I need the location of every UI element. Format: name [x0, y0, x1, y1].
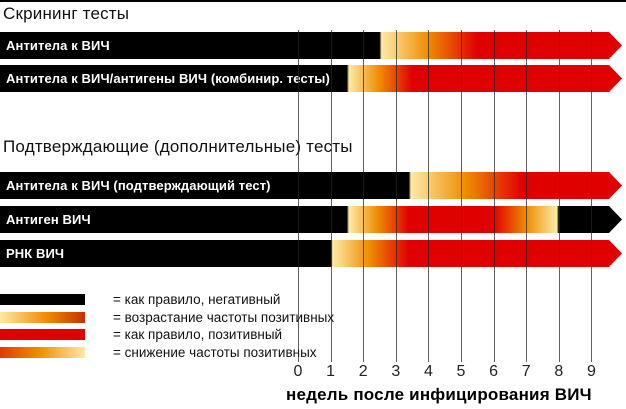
- x-axis-title: недель после инфицирования ВИЧ: [286, 385, 592, 404]
- bar-label: РНК ВИЧ: [6, 246, 65, 261]
- legend-row-positive: = как правило, позитивный: [0, 327, 290, 345]
- x-tick-label: 2: [358, 363, 368, 380]
- group-title-screening: Скрининг тесты: [3, 4, 130, 23]
- legend-swatch-declining: [0, 346, 85, 358]
- legend-label: = как правило, негативный: [113, 292, 281, 307]
- legend-label: = снижение частоты позитивных: [113, 344, 317, 360]
- top-border-line: [0, 0, 626, 2]
- gridline-week-6: [493, 30, 495, 362]
- bar-hiv-antibody-confirmatory: Антитела к ВИЧ (подтверждающий тест): [0, 172, 622, 199]
- bar-hiv-rna: РНК ВИЧ: [0, 240, 622, 267]
- gridline-week-4: [428, 30, 430, 362]
- x-tick-label: 4: [423, 363, 433, 380]
- x-tick-label: 9: [586, 363, 596, 380]
- bar-hiv-antibody-screening: Антитела к ВИЧ: [0, 32, 622, 59]
- gridline-week-1: [330, 30, 332, 362]
- bar-label: Антитела к ВИЧ/антигены ВИЧ (комбинир. т…: [6, 71, 330, 86]
- legend-label: = как правило, позитивный: [113, 327, 283, 342]
- group-title-confirmatory: Подтверждающие (дополнительные) тесты: [3, 137, 353, 156]
- bar-hiv-antigen: Антиген ВИЧ: [0, 206, 622, 233]
- bar-label: Антитела к ВИЧ: [6, 38, 110, 53]
- bar-hiv-antibody-antigen-combo: Антитела к ВИЧ/антигены ВИЧ (комбинир. т…: [0, 65, 622, 92]
- legend-row-negative: = как правило, негативный: [0, 292, 290, 310]
- gridline-week-3: [395, 30, 397, 362]
- gridline-week-8: [558, 30, 560, 362]
- x-tick-label: 1: [326, 363, 336, 380]
- x-tick-label: 5: [456, 363, 466, 380]
- x-tick-label: 7: [521, 363, 531, 380]
- bar-label: Антиген ВИЧ: [6, 212, 91, 227]
- bar-label: Антитела к ВИЧ (подтверждающий тест): [6, 178, 271, 193]
- legend-row-declining: = снижение частоты позитивных: [0, 345, 317, 363]
- gridline-week-0: [298, 30, 299, 362]
- legend-swatch-negative: [0, 294, 85, 305]
- x-tick-label: 6: [489, 363, 499, 380]
- gridline-week-5: [461, 30, 462, 362]
- legend-label: = возрастание частоты позитивных: [113, 309, 335, 325]
- gridline-week-9: [591, 30, 593, 362]
- gridline-week-2: [363, 30, 365, 362]
- gridline-week-7: [526, 30, 528, 362]
- x-tick-label: 3: [391, 363, 401, 380]
- legend-swatch-positive: [0, 329, 85, 340]
- x-tick-label: 8: [554, 363, 564, 380]
- legend-swatch-rising: [0, 311, 85, 323]
- x-tick-label: 0: [293, 363, 303, 380]
- legend-row-rising: = возрастание частоты позитивных: [0, 310, 334, 328]
